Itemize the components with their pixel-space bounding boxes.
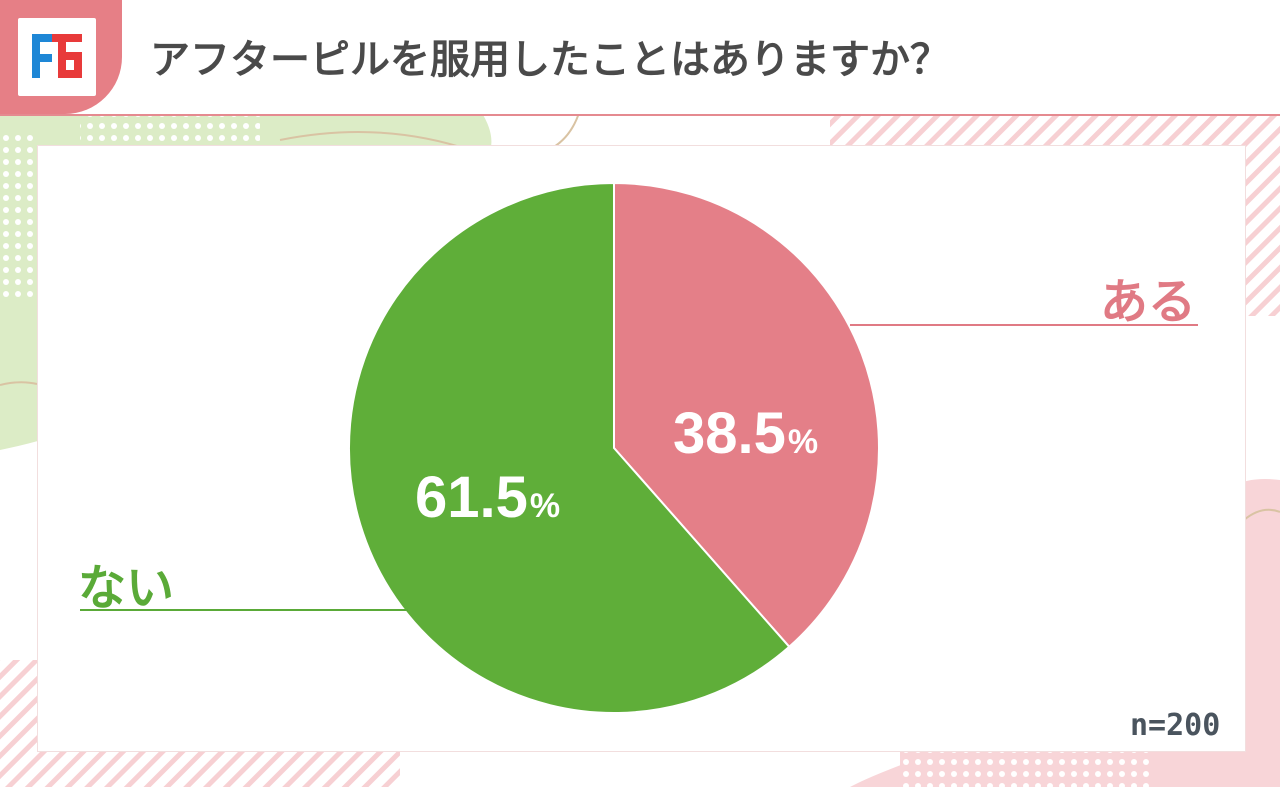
legend-label-aru: ある	[1100, 274, 1197, 330]
data-label-aru-value: 38.5	[673, 401, 786, 466]
logo-tab	[0, 0, 122, 114]
data-label-aru: 38.5%	[673, 400, 818, 467]
page-title: アフターピルを服用したことはありますか？	[150, 37, 950, 83]
data-label-nai-unit: %	[529, 487, 561, 525]
header-bar: アフターピルを服用したことはありますか？	[0, 0, 1280, 116]
pie-slice-aru	[613, 181, 880, 649]
data-label-nai: 61.5%	[415, 464, 560, 531]
data-label-nai-value: 61.5	[415, 465, 528, 530]
data-label-aru-unit: %	[787, 423, 819, 461]
ff-logo-icon	[32, 34, 82, 78]
sample-size-note: n=200	[1130, 708, 1221, 743]
pie-slice-nai	[348, 181, 791, 714]
logo-box	[18, 18, 96, 96]
legend-label-nai: ない	[78, 560, 175, 616]
